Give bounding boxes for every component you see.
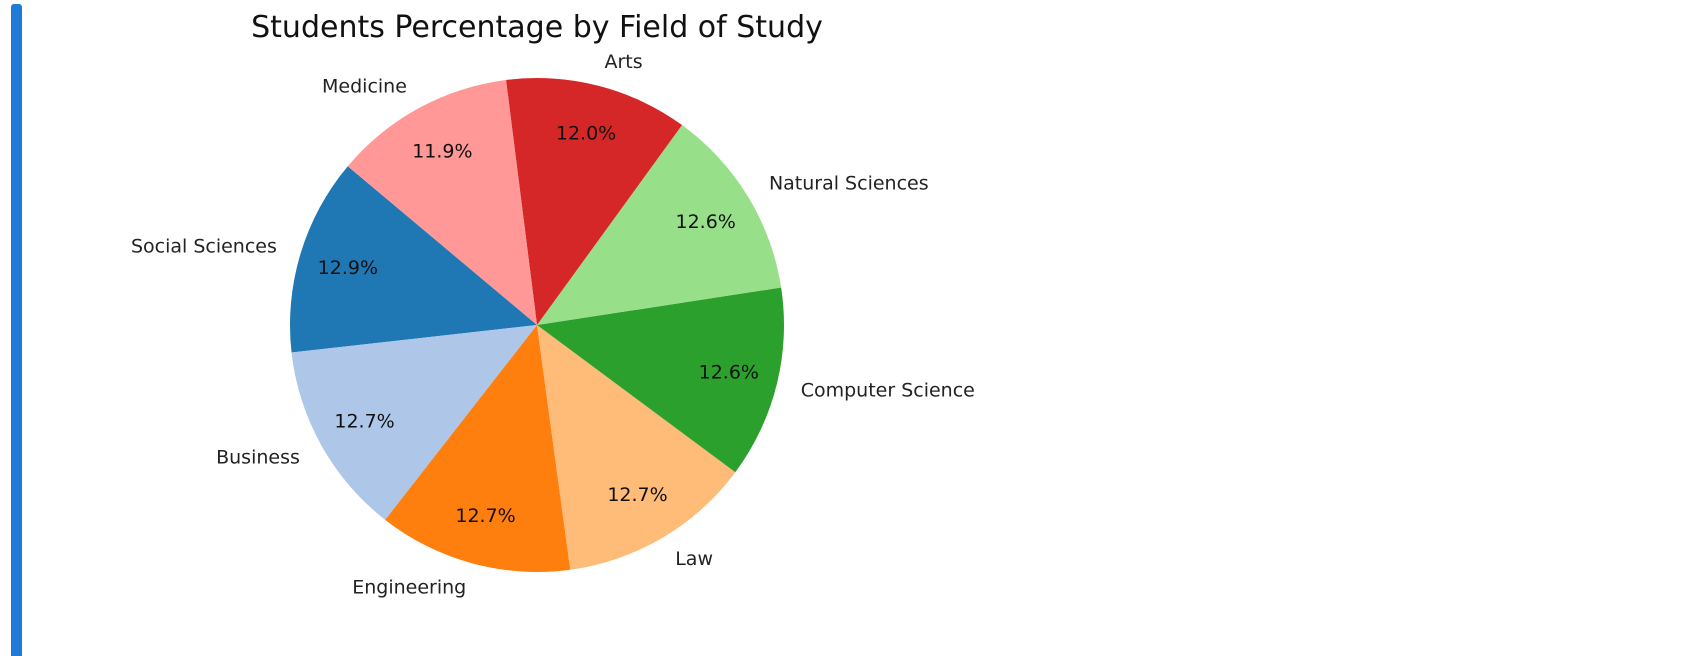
pie-slice-medicine — [347, 79, 537, 325]
left-accent-bar — [11, 4, 22, 656]
pie-percent-law: 12.7% — [607, 484, 667, 506]
pie-label-social-sciences: Social Sciences — [131, 235, 277, 257]
pie-label-engineering: Engineering — [352, 576, 466, 598]
pie-labels: Social Sciences 12.9% Business 12.7% Enginee… — [131, 51, 975, 599]
chart-title: Students Percentage by Field of Study — [251, 10, 823, 45]
pie-percent-arts: 12.0% — [556, 123, 616, 145]
pie-slice-natural-sciences — [537, 125, 782, 325]
pie-slice-arts — [506, 77, 683, 325]
pie-percent-engineering: 12.7% — [455, 505, 515, 527]
pie-label-arts: Arts — [604, 51, 642, 73]
pie-percent-natural-sciences: 12.6% — [676, 211, 736, 233]
pie-label-medicine: Medicine — [322, 75, 407, 97]
pie-percent-computer-science: 12.6% — [699, 362, 759, 384]
pie-slice-social-sciences — [289, 166, 537, 353]
pie-percent-social-sciences: 12.9% — [318, 257, 378, 279]
pie-slice-engineering — [385, 325, 571, 572]
pie-slice-computer-science — [537, 287, 785, 473]
pie-label-law: Law — [675, 548, 713, 570]
pie-percent-business: 12.7% — [334, 410, 394, 432]
pie-slices — [289, 77, 785, 572]
pie-slice-law — [537, 325, 736, 570]
pie-percent-medicine: 11.9% — [412, 141, 472, 163]
pie-label-natural-sciences: Natural Sciences — [769, 172, 929, 194]
pie-slice-business — [291, 325, 537, 520]
pie-label-business: Business — [216, 447, 300, 469]
pie-label-computer-science: Computer Science — [801, 379, 975, 401]
